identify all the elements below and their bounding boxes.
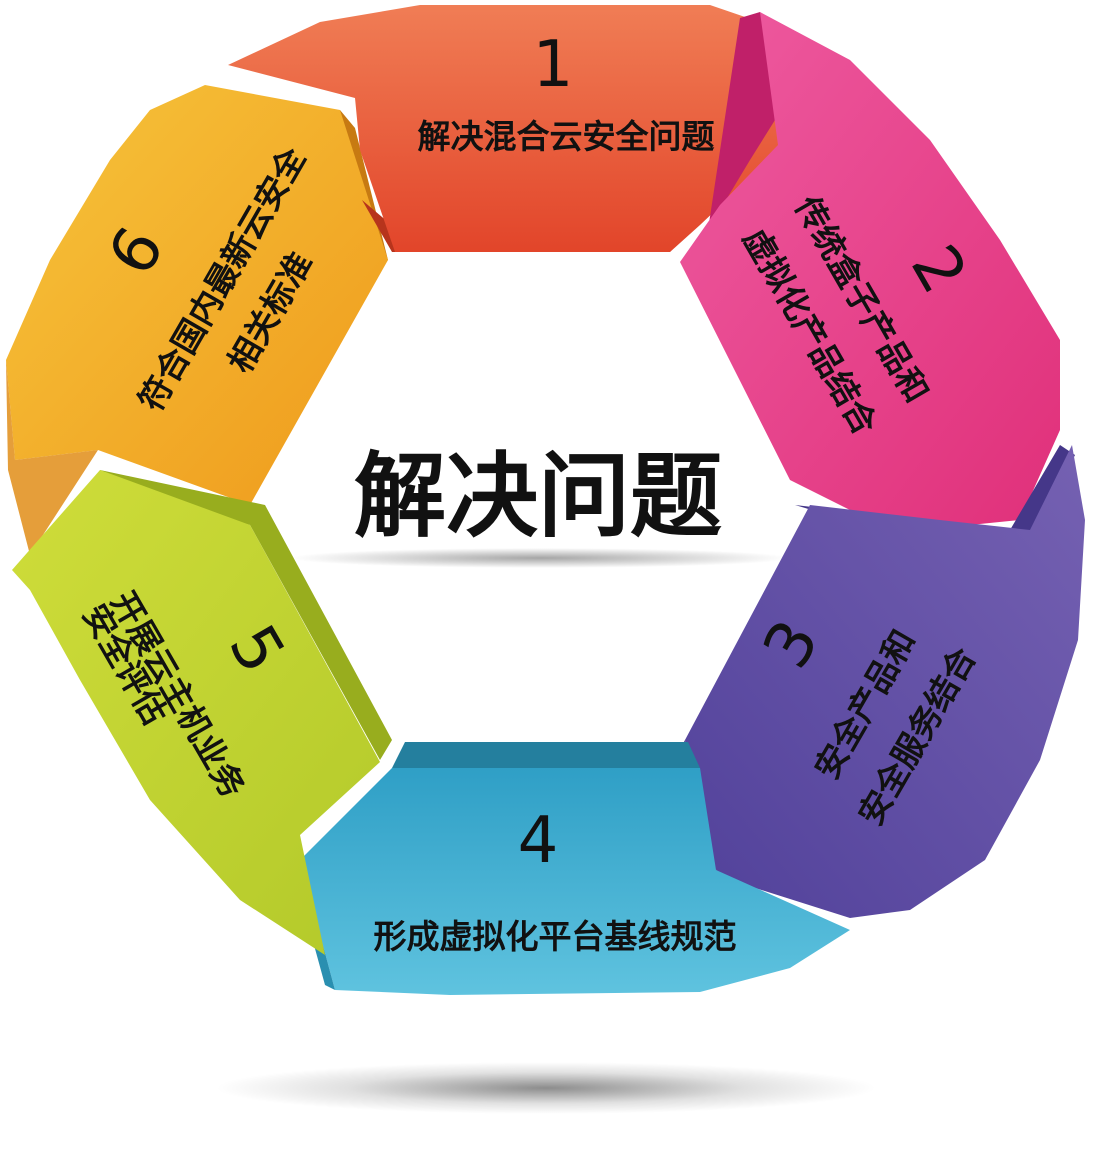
segment-1-label-line-1: 解决混合云安全问题: [418, 117, 715, 156]
segment-4-number: 4: [518, 804, 559, 878]
center-title: 解决问题: [354, 443, 722, 550]
segment-4-label-line-1: 形成虚拟化平台基线规范: [374, 917, 737, 956]
segment-2: 2 传统盒子产品和 虚拟化产品结合: [680, 12, 1060, 528]
floor-shadow: [216, 1062, 876, 1114]
segment-1: 1 解决混合云安全问题: [228, 5, 790, 252]
center-title-shadow: [290, 548, 790, 568]
segment-1-number: 1: [533, 28, 574, 102]
segment-3: 3 安全产品和 安全服务结合: [680, 445, 1085, 918]
segment-6: 6 符合国内最新云安全 相关标准: [6, 85, 388, 555]
